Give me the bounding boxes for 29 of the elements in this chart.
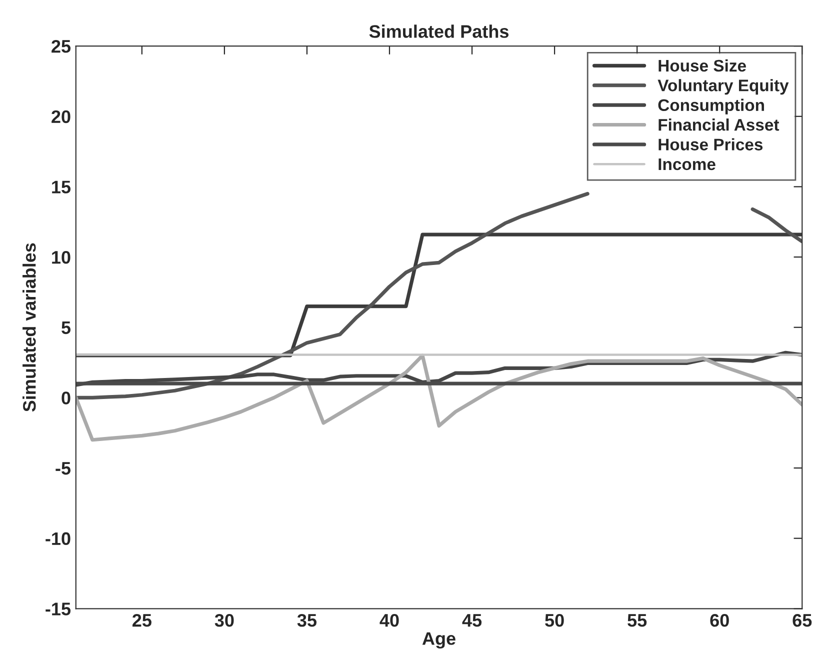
y-tick-label: 0 bbox=[62, 392, 70, 404]
line-series bbox=[76, 354, 802, 442]
x-tick-label: 55 bbox=[628, 614, 647, 627]
x-tick-label: 30 bbox=[214, 614, 234, 627]
legend-label: Financial Asset bbox=[658, 118, 780, 131]
legend-label: House Prices bbox=[658, 138, 763, 150]
legend-label: Consumption bbox=[658, 98, 764, 114]
y-tick-label: 15 bbox=[52, 180, 71, 194]
x-tick-label: 35 bbox=[297, 614, 317, 627]
x-tick-label: 65 bbox=[792, 614, 812, 627]
legend-label: Income bbox=[658, 158, 716, 170]
chart-title: Simulated Paths bbox=[369, 24, 509, 38]
y-tick-label: -5 bbox=[56, 462, 71, 475]
y-tick-label: 5 bbox=[62, 321, 71, 334]
x-tick-label: 60 bbox=[710, 614, 729, 627]
y-tick-label: -15 bbox=[46, 602, 71, 616]
y-axis-title: Simulated variables bbox=[22, 243, 36, 412]
x-axis-title: Age bbox=[422, 632, 456, 649]
x-tick-label: 50 bbox=[545, 614, 564, 627]
y-tick-label: 25 bbox=[52, 40, 71, 53]
legend-label: House Size bbox=[658, 59, 746, 72]
y-tick-label: 20 bbox=[52, 110, 70, 124]
line-series bbox=[76, 350, 802, 387]
y-tick-label: 10 bbox=[52, 250, 70, 264]
x-tick-label: 40 bbox=[380, 614, 399, 627]
y-tick-label: -10 bbox=[46, 532, 70, 546]
legend-label: Voluntary Equity bbox=[658, 79, 789, 95]
x-tick-label: 25 bbox=[132, 614, 152, 627]
x-tick-label: 45 bbox=[462, 614, 482, 627]
